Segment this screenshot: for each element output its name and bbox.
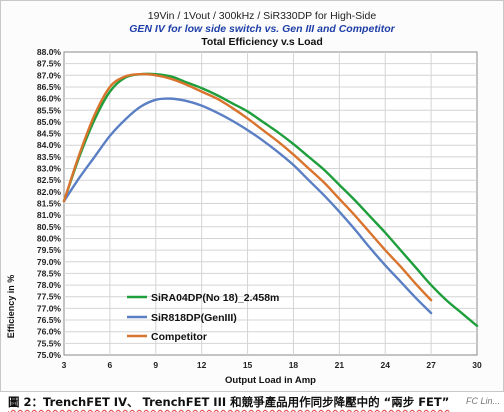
x-tick-label: 6	[108, 360, 113, 370]
legend: SiRA04DP(No 18)_2.458m SiR818DP(GenIII) Co…	[127, 292, 279, 343]
x-axis-label: Output Load in Amp	[225, 375, 316, 386]
chart-title-line-1: 19Vin / 1Vout / 300kHz / SiR330DP for Hi…	[148, 10, 377, 22]
efficiency-chart: 19Vin / 1Vout / 300kHz / SiR330DP for Hi…	[0, 0, 504, 392]
y-tick-label: 81.5%	[37, 199, 62, 209]
y-tick-label: 79.5%	[37, 245, 62, 255]
y-tick-label: 84.0%	[37, 140, 62, 150]
y-tick-label: 77.5%	[37, 292, 62, 302]
x-tick-label: 27	[426, 360, 436, 370]
y-tick-label: 75.0%	[37, 350, 62, 360]
series-line-3	[62, 72, 433, 302]
y-tick-label: 84.5%	[37, 129, 62, 139]
x-tick-label: 21	[335, 360, 345, 370]
y-tick-label: 83.5%	[37, 152, 62, 162]
y-tick-label: 82.5%	[37, 175, 62, 185]
figure-caption: 圖 2：TrenchFET IV、 TrenchFET III 和競爭產品用作同…	[8, 395, 450, 409]
chart-figure: 19Vin / 1Vout / 300kHz / SiR330DP for Hi…	[0, 0, 504, 392]
series-line-2	[62, 97, 433, 315]
legend-label-2: SiR818DP(GenIII)	[151, 312, 237, 324]
y-tick-label: 83.0%	[37, 164, 62, 174]
legend-label-1: SiRA04DP(No 18)_2.458m	[151, 292, 279, 304]
y-axis-label: Efficiency in %	[6, 275, 16, 339]
y-tick-label: 76.0%	[37, 327, 62, 337]
y-tick-label: 87.0%	[37, 70, 62, 80]
x-tick-label: 15	[243, 360, 253, 370]
y-tick-label: 85.0%	[37, 117, 62, 127]
x-tick-label: 3	[62, 360, 67, 370]
x-tick-label: 24	[380, 360, 390, 370]
y-tick-label: 85.5%	[37, 105, 62, 115]
legend-label-3: Competitor	[151, 331, 207, 343]
watermark: FC Lin...	[466, 396, 501, 406]
y-tick-label: 80.5%	[37, 222, 62, 232]
y-tick-label: 82.0%	[37, 187, 62, 197]
y-tick-label: 87.5%	[37, 59, 62, 69]
y-tick-label: 75.5%	[37, 338, 62, 348]
x-tick-label: 12	[197, 360, 207, 370]
y-tick-label: 77.0%	[37, 303, 62, 313]
y-tick-label: 78.5%	[37, 268, 62, 278]
x-tick-label: 30	[472, 360, 482, 370]
y-tick-label: 79.0%	[37, 257, 62, 267]
x-tick-label: 18	[289, 360, 299, 370]
y-tick-label: 88.0%	[37, 47, 62, 57]
chart-title-line-2: GEN IV for low side switch vs. Gen III a…	[129, 23, 395, 35]
gridlines	[64, 52, 477, 355]
y-tick-label: 76.5%	[37, 315, 62, 325]
y-tick-label: 78.0%	[37, 280, 62, 290]
chart-title-line-3: Total Efficiency v.s Load	[201, 36, 323, 48]
y-tick-label: 86.5%	[37, 82, 62, 92]
y-tick-label: 81.0%	[37, 210, 62, 220]
x-tick-label: 9	[153, 360, 158, 370]
y-tick-label: 86.0%	[37, 94, 62, 104]
y-tick-label: 80.0%	[37, 233, 62, 243]
